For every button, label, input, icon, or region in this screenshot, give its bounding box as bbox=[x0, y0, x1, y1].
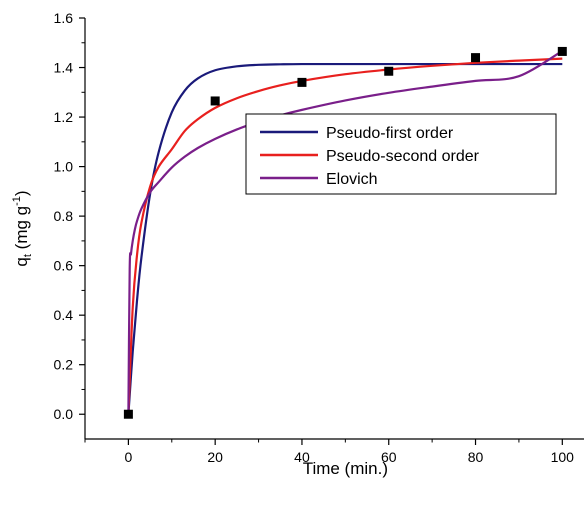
data-point bbox=[210, 96, 220, 106]
data-point bbox=[123, 409, 133, 419]
data-point bbox=[557, 46, 567, 56]
series-line-pseudo-first-order bbox=[127, 62, 563, 415]
y-tick-label: 1.2 bbox=[54, 109, 74, 125]
x-tick-label: 20 bbox=[207, 449, 223, 465]
y-tick-label: 0.6 bbox=[54, 258, 74, 274]
legend: Pseudo-first order Pseudo-second order Elo… bbox=[245, 113, 557, 195]
y-tick-label: 1.6 bbox=[54, 10, 74, 26]
fit-curves bbox=[127, 49, 563, 415]
axis-labels: Time (min.) qt (mg g-1) bbox=[11, 190, 388, 478]
data-point bbox=[471, 53, 481, 63]
y-tick-label: 0.8 bbox=[54, 208, 74, 224]
data-point bbox=[297, 77, 307, 87]
axes: 0 20 40 60 80 100 0.0 0.2 0.4 0.6 0.8 1.0 1.2 1.4 1.6 bbox=[54, 10, 584, 465]
x-tick-label: 60 bbox=[381, 449, 397, 465]
x-tick-label: 40 bbox=[294, 449, 310, 465]
observed-points bbox=[123, 46, 567, 419]
legend-label-pseudo-first-order: Pseudo-first order bbox=[326, 125, 454, 142]
legend-label-elovich: Elovich bbox=[326, 171, 378, 188]
legend-label-pseudo-second-order: Pseudo-second order bbox=[326, 148, 480, 165]
x-tick-label: 100 bbox=[551, 449, 575, 465]
data-point bbox=[384, 66, 394, 76]
y-tick-label: 1.0 bbox=[54, 159, 74, 175]
x-axis-title: Time (min.) bbox=[303, 459, 388, 478]
series-line-elovich bbox=[127, 49, 563, 415]
x-tick-label: 80 bbox=[468, 449, 484, 465]
y-tick-label: 0.0 bbox=[54, 406, 74, 422]
series-line-pseudo-second-order bbox=[127, 57, 563, 415]
y-tick-label: 0.4 bbox=[54, 307, 74, 323]
y-tick-label: 0.2 bbox=[54, 357, 74, 373]
y-tick-label: 1.4 bbox=[54, 60, 74, 76]
x-tick-label: 0 bbox=[124, 449, 132, 465]
y-axis-title: qt (mg g-1) bbox=[11, 190, 34, 266]
